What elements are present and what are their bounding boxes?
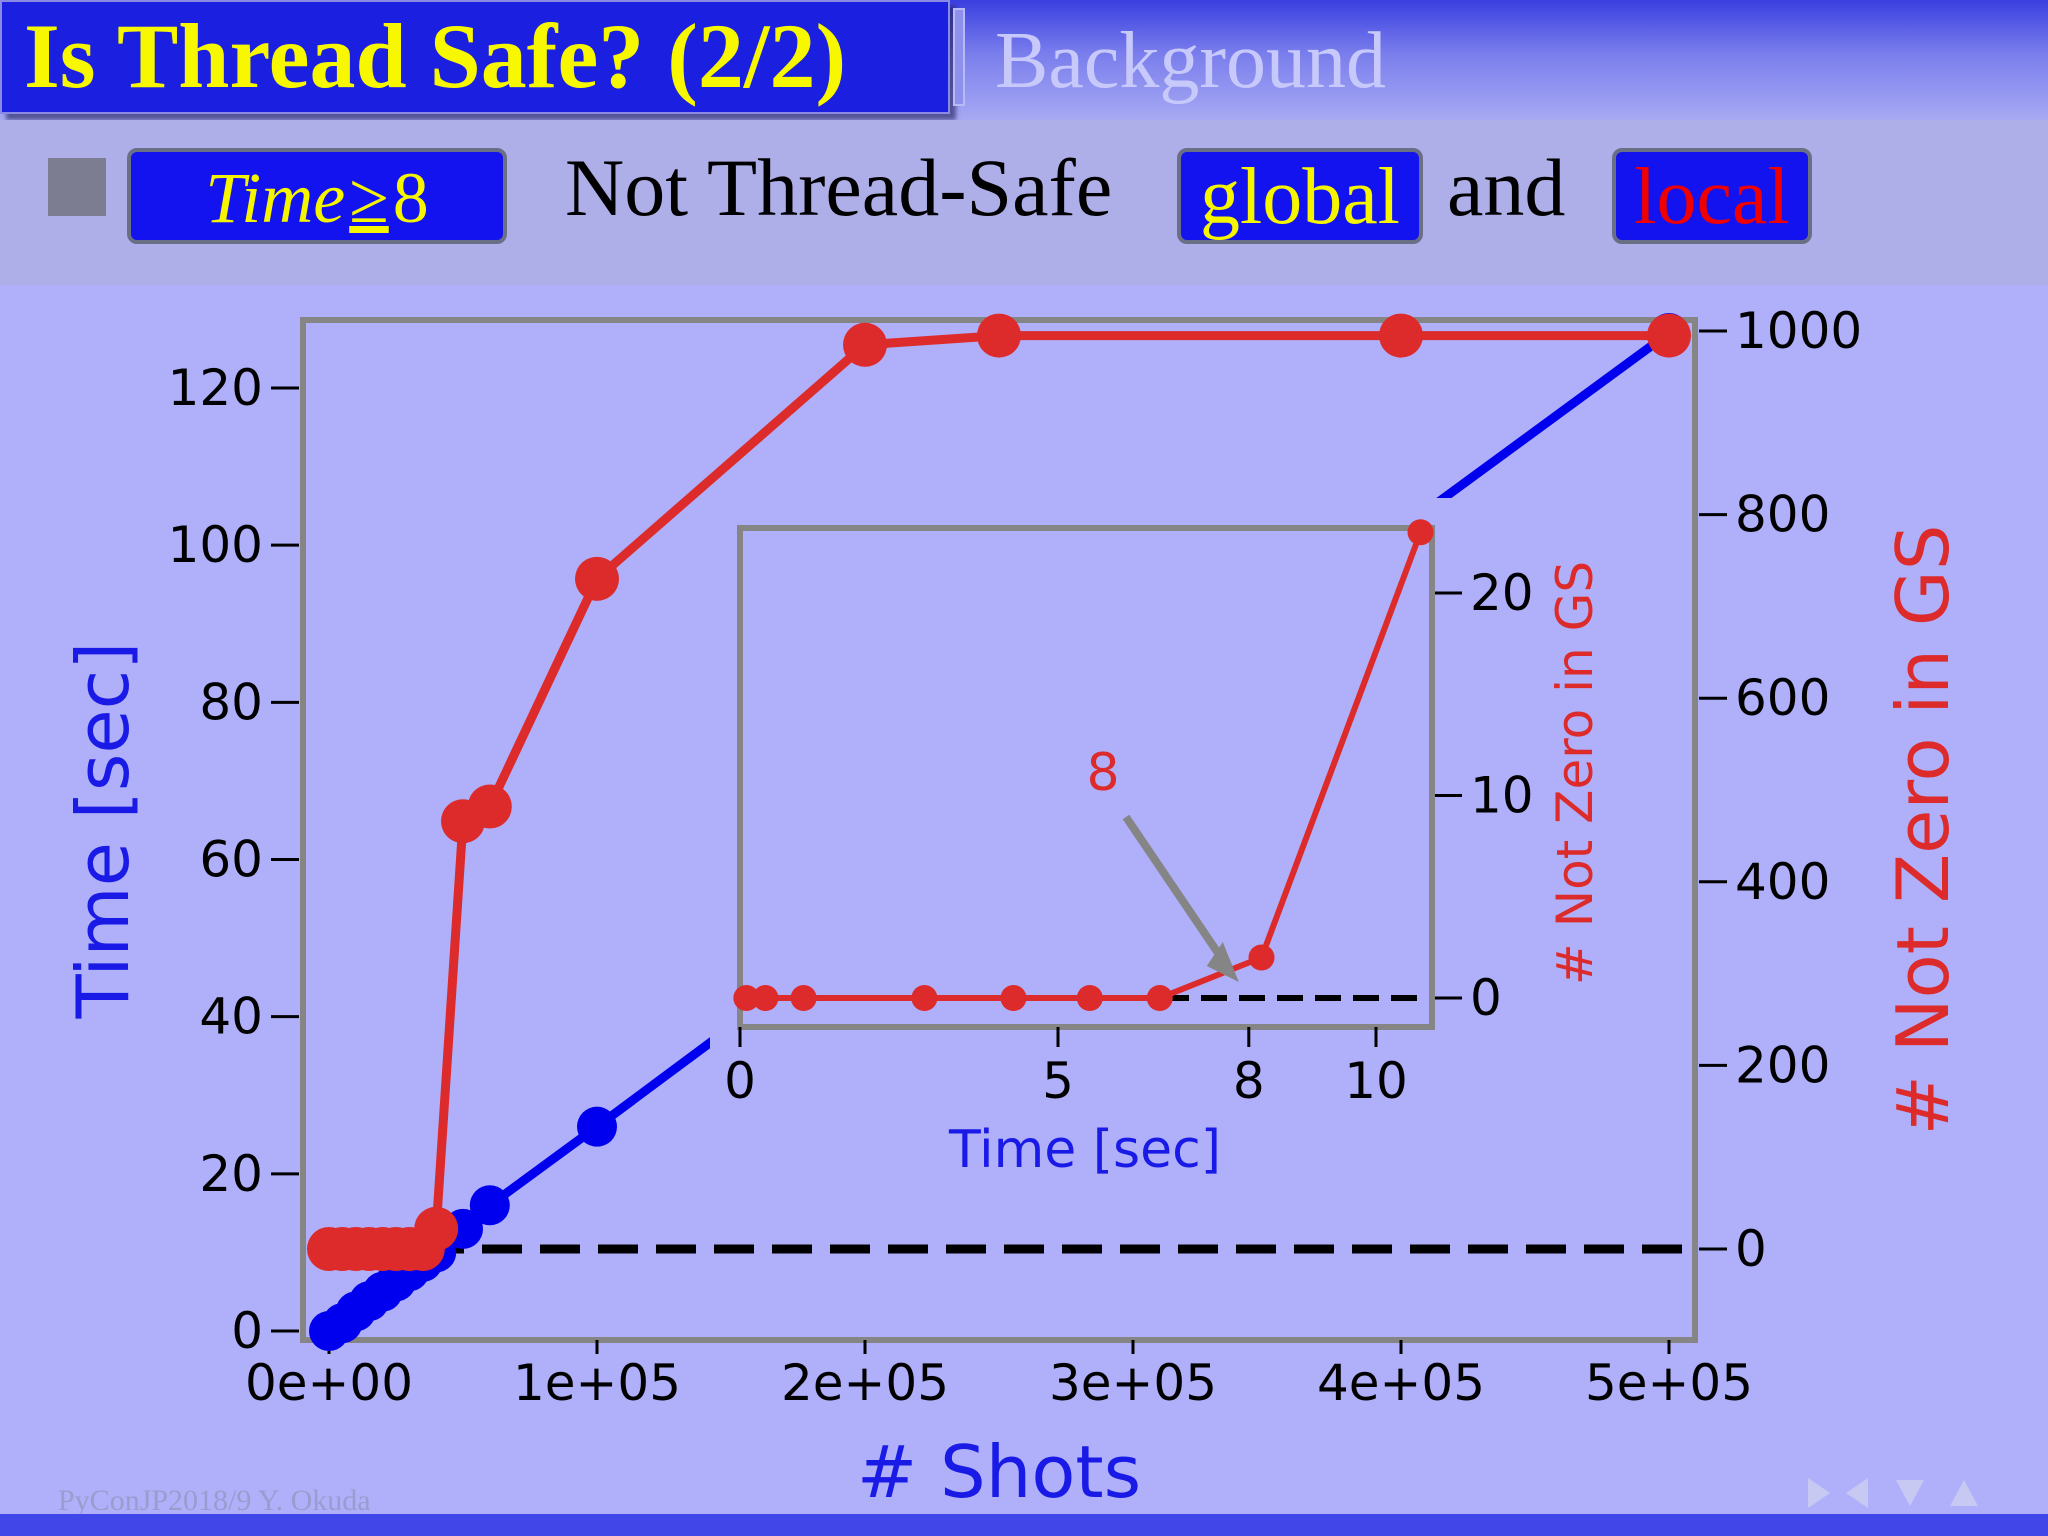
bullet-square-icon	[48, 158, 106, 216]
inset-y-axis-title: # Not Zero in GS	[1546, 561, 1604, 985]
inset-x-tick-label: 10	[1344, 1052, 1408, 1110]
main-plot: 0e+00 1e+05 2e+05 3e+05 4e+05 5e+050204060801…	[61, 302, 1965, 1514]
series-not-zero-point	[1379, 313, 1423, 358]
inset-series-point	[733, 985, 760, 1011]
nav-up-icon[interactable]	[1950, 1480, 1978, 1506]
x-tick-label: 5e+05	[1585, 1354, 1753, 1412]
inset-x-tick-label: 8	[1233, 1052, 1265, 1110]
annotation-label: 8	[1086, 743, 1119, 803]
slide-title: Is Thread Safe? (2/2)	[24, 5, 847, 107]
nav-prev-icon[interactable]	[1846, 1478, 1868, 1508]
y-left-tick-label: 60	[199, 831, 263, 889]
section-tab-divider	[953, 8, 965, 106]
footer-credit: PyConJP2018/9 Y. Okuda	[58, 1484, 371, 1517]
geq-symbol: ≥	[349, 158, 389, 238]
time-threshold: 8	[392, 158, 429, 238]
inset-x-axis-title: Time [sec]	[948, 1120, 1221, 1180]
nav-next-icon[interactable]	[1808, 1478, 1830, 1508]
time-variable: Time	[205, 158, 346, 238]
inset-y-tick-label: 20	[1470, 564, 1534, 622]
series-time-point	[577, 1106, 617, 1147]
y-left-tick-label: 120	[168, 359, 263, 417]
series-not-zero-point	[843, 322, 887, 367]
y-left-tick-label: 80	[199, 673, 263, 731]
series-not-zero-point	[1647, 313, 1691, 358]
series-not-zero-point	[414, 1206, 459, 1251]
y-left-tick-label: 0	[231, 1302, 263, 1360]
y-right-tick-label: 400	[1735, 853, 1830, 911]
y-left-tick-label: 40	[199, 988, 263, 1046]
y-right-tick-label: 200	[1735, 1036, 1830, 1094]
y-right-tick-label: 1000	[1735, 302, 1862, 360]
y-right-axis-title: # Not Zero in GS	[1881, 525, 1965, 1136]
y-right-tick-label: 600	[1735, 669, 1830, 727]
inset-series-point	[911, 985, 938, 1011]
and-text: and	[1447, 142, 1566, 233]
y-left-axis-title: Time [sec]	[61, 642, 145, 1020]
slide-header: Is Thread Safe? (2/2) Background	[0, 0, 2048, 120]
inset-x-tick-label: 0	[724, 1052, 756, 1110]
series-not-zero-point	[977, 313, 1021, 358]
series-not-zero-point	[467, 784, 512, 829]
inset-series-point	[1076, 985, 1103, 1011]
slide-navigation	[1808, 1478, 1978, 1508]
y-right-tick-label: 800	[1735, 486, 1830, 544]
y-left-tick-label: 20	[199, 1145, 263, 1203]
y-left-tick-label: 100	[168, 516, 263, 574]
x-axis-title: # Shots	[857, 1430, 1141, 1514]
inset-series-point	[1248, 944, 1275, 971]
y-right-tick-label: 0	[1735, 1220, 1767, 1278]
inset-x-tick-label: 5	[1042, 1052, 1074, 1110]
x-tick-label: 2e+05	[781, 1354, 949, 1412]
main-chart: 0e+00 1e+05 2e+05 3e+05 4e+05 5e+050204060801…	[61, 302, 1965, 1514]
x-tick-label: 3e+05	[1049, 1354, 1217, 1412]
inset-series-point	[790, 985, 817, 1011]
series-time-point	[469, 1185, 510, 1226]
inset-series-point	[752, 985, 779, 1011]
inset-frame	[737, 525, 1435, 1030]
inset-series-point	[1407, 519, 1434, 546]
global-badge: global	[1177, 148, 1423, 244]
local-badge: local	[1612, 148, 1812, 244]
annotation-arrow-head-icon	[1206, 942, 1239, 982]
x-tick-label: 0e+00	[245, 1354, 413, 1412]
inset-y-tick-label: 0	[1470, 969, 1502, 1027]
title-box: Is Thread Safe? (2/2)	[0, 0, 950, 114]
series-not-zero-point	[575, 556, 619, 601]
section-nav-background[interactable]: Background	[995, 17, 1387, 105]
nav-down-icon[interactable]	[1896, 1480, 1924, 1506]
x-tick-label: 4e+05	[1317, 1354, 1485, 1412]
local-label: local	[1634, 153, 1790, 241]
inset-y-tick-label: 10	[1470, 767, 1534, 825]
footer-bar	[0, 1514, 2048, 1536]
inset-plot: 0 5 8 10 0 10 20 Time [sec] # Not Zero in GS 8	[710, 498, 1604, 1180]
x-tick-label: 1e+05	[513, 1354, 681, 1412]
inset-series-point	[1000, 985, 1027, 1011]
time-condition-badge: Time ≥ 8	[127, 148, 507, 244]
annotation-arrow-shaft	[1122, 814, 1235, 975]
inset-series-point	[1146, 985, 1173, 1011]
not-thread-safe-text: Not Thread-Safe	[565, 142, 1113, 233]
global-label: global	[1200, 153, 1400, 241]
